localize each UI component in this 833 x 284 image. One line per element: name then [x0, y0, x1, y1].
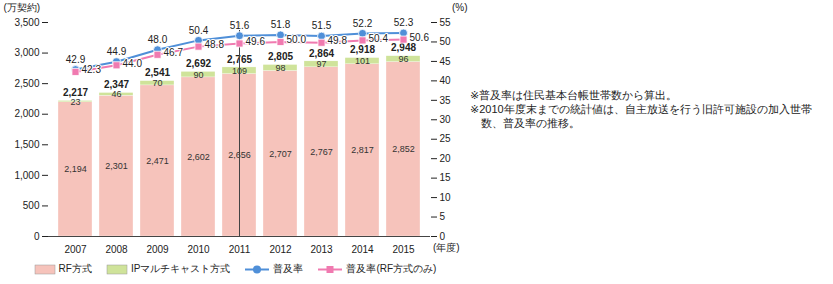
- svg-text:2,948: 2,948: [391, 42, 416, 53]
- svg-text:2,656: 2,656: [228, 150, 251, 161]
- svg-text:35: 35: [440, 95, 452, 106]
- svg-text:(万契約): (万契約): [4, 2, 41, 13]
- svg-text:55: 55: [440, 17, 452, 28]
- svg-text:2,918: 2,918: [350, 44, 375, 55]
- svg-text:2013: 2013: [310, 244, 333, 255]
- svg-text:96: 96: [398, 54, 408, 64]
- svg-text:49.6: 49.6: [246, 36, 266, 47]
- svg-text:20: 20: [440, 153, 452, 164]
- svg-text:48.0: 48.0: [148, 34, 168, 45]
- svg-text:51.6: 51.6: [230, 20, 250, 31]
- html-text:※2010年度末までの統計値は、自主放送を行う旧許可施設の加: ※2010年度末までの統計値は、自主放送を行う旧許可施設の加入世帯数、普及率の推…: [470, 103, 812, 129]
- svg-text:42.9: 42.9: [65, 53, 86, 65]
- svg-text:3,000: 3,000: [14, 47, 39, 58]
- svg-text:2012: 2012: [269, 244, 292, 255]
- svg-text:2,852: 2,852: [392, 144, 415, 154]
- svg-text:46: 46: [111, 89, 121, 99]
- svg-text:2010: 2010: [187, 244, 210, 255]
- svg-text:50: 50: [440, 36, 452, 47]
- svg-text:49.8: 49.8: [328, 35, 348, 46]
- svg-text:48.8: 48.8: [205, 39, 225, 50]
- svg-text:2,707: 2,707: [269, 149, 292, 159]
- svg-text:3,500: 3,500: [14, 17, 39, 28]
- svg-text:50.4: 50.4: [189, 25, 209, 36]
- svg-text:2,765: 2,765: [227, 53, 252, 65]
- svg-text:50.6: 50.6: [410, 32, 430, 43]
- svg-text:46.7: 46.7: [164, 47, 184, 58]
- svg-text:52.3: 52.3: [394, 17, 414, 28]
- svg-text:2,000: 2,000: [14, 108, 39, 119]
- svg-text:23: 23: [70, 96, 81, 107]
- svg-text:15: 15: [440, 172, 452, 183]
- svg-text:500: 500: [23, 200, 40, 211]
- svg-text:2008: 2008: [105, 244, 128, 255]
- svg-text:2,194: 2,194: [64, 164, 87, 174]
- html-text:普及率(RF方式のみ): 普及率(RF方式のみ): [346, 263, 437, 274]
- html-text:(年度): (年度): [433, 242, 460, 253]
- svg-text:0: 0: [440, 231, 446, 242]
- svg-text:2009: 2009: [146, 244, 169, 255]
- svg-text:30: 30: [440, 114, 452, 125]
- svg-text:2007: 2007: [64, 244, 87, 255]
- svg-text:51.5: 51.5: [312, 20, 332, 31]
- svg-text:2014: 2014: [351, 244, 374, 255]
- svg-text:44.0: 44.0: [123, 58, 143, 69]
- svg-text:2,767: 2,767: [310, 147, 333, 157]
- svg-text:97: 97: [316, 59, 326, 69]
- svg-text:2,817: 2,817: [351, 145, 374, 155]
- svg-text:90: 90: [193, 70, 203, 80]
- svg-text:10: 10: [440, 192, 452, 203]
- svg-text:2,602: 2,602: [187, 152, 210, 162]
- svg-text:2011: 2011: [229, 244, 251, 255]
- svg-text:42.3: 42.3: [82, 64, 102, 75]
- svg-text:2,217: 2,217: [63, 87, 88, 98]
- svg-text:0: 0: [34, 231, 40, 242]
- svg-text:44.9: 44.9: [107, 46, 127, 57]
- svg-text:2,541: 2,541: [145, 67, 170, 78]
- html-text:※普及率は住民基本台帳世帯数から算出。: ※普及率は住民基本台帳世帯数から算出。: [470, 89, 678, 101]
- svg-text:1,500: 1,500: [14, 139, 39, 150]
- svg-text:101: 101: [355, 56, 370, 66]
- svg-text:2,805: 2,805: [268, 51, 293, 62]
- svg-text:70: 70: [152, 78, 162, 88]
- svg-text:2,500: 2,500: [14, 78, 39, 89]
- svg-text:52.2: 52.2: [353, 18, 373, 29]
- svg-text:2,301: 2,301: [105, 161, 128, 171]
- svg-text:(%): (%): [452, 2, 468, 13]
- html-text:普及率: 普及率: [273, 263, 304, 274]
- svg-text:50.4: 50.4: [369, 33, 389, 44]
- svg-text:2,347: 2,347: [104, 79, 129, 90]
- svg-text:2,471: 2,471: [146, 156, 169, 166]
- svg-text:2,864: 2,864: [309, 48, 334, 59]
- svg-text:2015: 2015: [392, 244, 415, 255]
- svg-text:40: 40: [440, 75, 452, 86]
- svg-text:5: 5: [440, 211, 446, 222]
- svg-text:1,000: 1,000: [14, 170, 39, 181]
- html-text:IPマルチキャスト方式: IPマルチキャスト方式: [130, 263, 231, 274]
- svg-text:25: 25: [440, 133, 452, 144]
- html-text:RF方式: RF方式: [58, 263, 92, 274]
- svg-text:50.0: 50.0: [287, 34, 307, 45]
- svg-text:45: 45: [440, 56, 452, 67]
- svg-text:109: 109: [232, 65, 247, 76]
- svg-text:2,692: 2,692: [186, 58, 211, 69]
- svg-text:98: 98: [275, 63, 285, 73]
- svg-text:51.8: 51.8: [271, 19, 291, 30]
